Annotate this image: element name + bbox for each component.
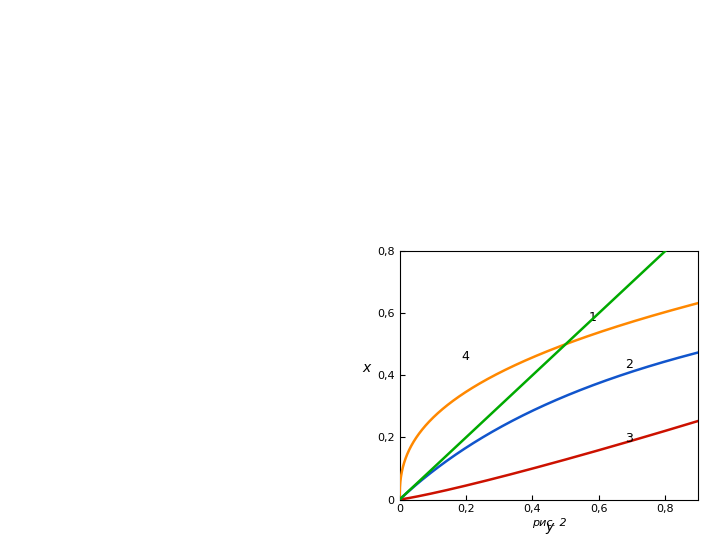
Text: рис. 2: рис. 2 [531,518,567,529]
Text: 1: 1 [589,311,597,324]
Text: 4: 4 [461,350,469,363]
Text: 2: 2 [626,357,633,370]
Y-axis label: x: x [362,361,370,375]
X-axis label: y: y [545,520,553,534]
Text: 3: 3 [626,432,633,445]
